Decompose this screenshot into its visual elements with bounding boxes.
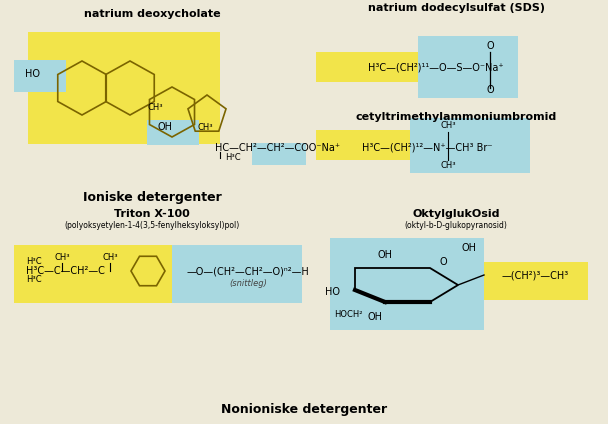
Text: CH³: CH³ <box>102 254 118 262</box>
Text: CH³: CH³ <box>440 122 456 131</box>
Text: natrium deoxycholate: natrium deoxycholate <box>84 9 220 19</box>
Text: CH³: CH³ <box>54 254 70 262</box>
Text: Nonioniske detergenter: Nonioniske detergenter <box>221 404 387 416</box>
Text: HOCH²: HOCH² <box>334 310 362 319</box>
Bar <box>330 238 484 330</box>
Text: H³C—C—CH²—C: H³C—C—CH²—C <box>26 266 105 276</box>
Text: HO: HO <box>25 69 40 79</box>
Text: O: O <box>439 257 447 267</box>
Bar <box>410 118 530 173</box>
Text: H³C—(CH²)¹¹—O—S—O⁻Na⁺: H³C—(CH²)¹¹—O—S—O⁻Na⁺ <box>368 63 503 73</box>
Text: H³C—(CH²)¹²—N⁺—CH³ Br⁻: H³C—(CH²)¹²—N⁺—CH³ Br⁻ <box>362 142 492 152</box>
Text: Ioniske detergenter: Ioniske detergenter <box>83 192 221 204</box>
Text: (snittleg): (snittleg) <box>229 279 267 287</box>
Text: Triton X-100: Triton X-100 <box>114 209 190 219</box>
Text: OktylglukOsid: OktylglukOsid <box>412 209 500 219</box>
Text: HO: HO <box>325 287 340 297</box>
Bar <box>316 52 418 82</box>
Bar <box>418 36 518 98</box>
Text: natrium dodecylsulfat (SDS): natrium dodecylsulfat (SDS) <box>367 3 545 13</box>
Text: OH: OH <box>367 312 382 322</box>
Text: CH³: CH³ <box>197 123 213 131</box>
Bar <box>147 120 199 145</box>
Bar <box>172 245 302 303</box>
Text: (oktyl-b-D-glukopyranosid): (oktyl-b-D-glukopyranosid) <box>404 220 508 229</box>
Bar <box>14 245 172 303</box>
Bar <box>14 60 66 92</box>
Text: HC—CH²—CH²—COO⁻Na⁺: HC—CH²—CH²—COO⁻Na⁺ <box>215 143 340 153</box>
Text: OH: OH <box>462 243 477 253</box>
Text: CH³: CH³ <box>148 103 164 112</box>
Text: OH: OH <box>378 250 393 260</box>
Text: O: O <box>486 41 494 51</box>
Bar <box>28 32 220 144</box>
Text: (polyoksyetylen-1-4(3,5-fenylheksyloksyl)pol): (polyoksyetylen-1-4(3,5-fenylheksyloksyl… <box>64 220 240 229</box>
Text: O: O <box>486 85 494 95</box>
Text: OH: OH <box>157 122 172 132</box>
Text: cetyltrimethylammoniumbromid: cetyltrimethylammoniumbromid <box>355 112 557 122</box>
Bar <box>316 130 410 160</box>
Bar <box>252 143 306 165</box>
Text: —O—(CH²—CH²—O)ⁿ²—H: —O—(CH²—CH²—O)ⁿ²—H <box>187 266 309 276</box>
Text: H³C: H³C <box>225 153 241 162</box>
Bar <box>484 262 588 300</box>
Text: H³C: H³C <box>26 257 41 267</box>
Text: CH³: CH³ <box>440 161 456 170</box>
Text: —(CH²)³—CH³: —(CH²)³—CH³ <box>502 270 568 280</box>
Text: H³C: H³C <box>26 276 41 285</box>
